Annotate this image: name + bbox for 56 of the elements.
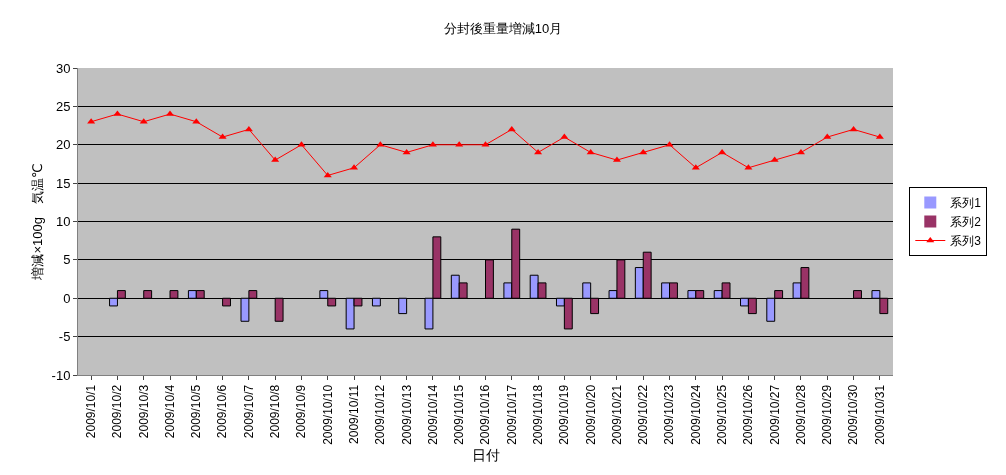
x-tick-label: 2009/10/16 [478,384,493,445]
y-tick-label: -10 [51,367,71,383]
point [244,125,253,132]
point [718,148,727,155]
point [534,148,543,155]
x-tick-label: 2009/10/12 [373,384,388,445]
y-tick-label: -5 [58,329,71,345]
x-tick-label: 2009/10/11 [346,384,361,444]
x-tick-label: 2009/10/6 [215,384,230,439]
legend-label: 系列3 [950,234,982,249]
y-tick-label: 0 [63,290,71,306]
x-tick-label: 2009/10/17 [504,384,519,445]
x-tick-label: 2009/10/26 [741,384,756,445]
x-tick-label: 2009/10/24 [688,384,703,445]
x-tick-label: 2009/10/10 [320,384,335,445]
y-axis-title: 増減×100g 気温℃ [30,163,45,281]
x-tick-label: 2009/10/7 [241,384,256,439]
x-tick-label: 2009/10/27 [767,384,782,445]
x-tick-label: 2009/10/15 [452,384,467,445]
y-tick-label: 20 [55,137,71,153]
y-tick-label: 30 [55,60,71,76]
point [402,148,411,155]
x-tick-label: 2009/10/30 [846,384,861,445]
x-tick-label: 2009/10/13 [399,384,414,445]
x-tick-label: 2009/10/20 [583,384,598,445]
x-tick-label: 2009/10/31 [872,384,887,445]
x-tick-label: 2009/10/23 [662,384,677,445]
y-tick-label: 10 [55,214,71,230]
x-tick-label: 2009/10/25 [715,384,730,445]
chart-title: 分封後重量増減10月 [443,20,563,36]
point [323,171,332,178]
point [507,125,516,132]
x-tick-label: 2009/10/29 [820,384,835,445]
legend-label: 系列2 [950,215,982,230]
x-tick-label: 2009/10/14 [425,384,440,445]
point [586,148,595,155]
point [639,148,648,155]
x-tick-label: 2009/10/28 [793,384,808,445]
x-tick-label: 2009/10/19 [557,384,572,445]
legend-label: 系列1 [950,196,982,211]
x-tick-label: 2009/10/4 [162,384,177,439]
x-tick-label: 2009/10/21 [609,384,624,445]
x-tick-label: 2009/10/5 [189,384,204,439]
point [796,148,806,155]
y-tick-label: 15 [55,175,71,191]
x-tick-label: 2009/10/1 [84,384,99,439]
x-axis-title: 日付 [471,446,500,463]
x-tick-label: 2009/10/8 [268,384,283,439]
y-tick-label: 25 [55,98,71,114]
x-tick-label: 2009/10/18 [530,384,545,445]
x-tick-label: 2009/10/3 [136,384,151,439]
y-tick-label: 5 [63,252,71,268]
x-tick-label: 2009/10/2 [110,384,125,439]
point [849,125,858,132]
x-tick-label: 2009/10/9 [294,384,309,439]
x-tick-label: 2009/10/22 [636,384,651,445]
